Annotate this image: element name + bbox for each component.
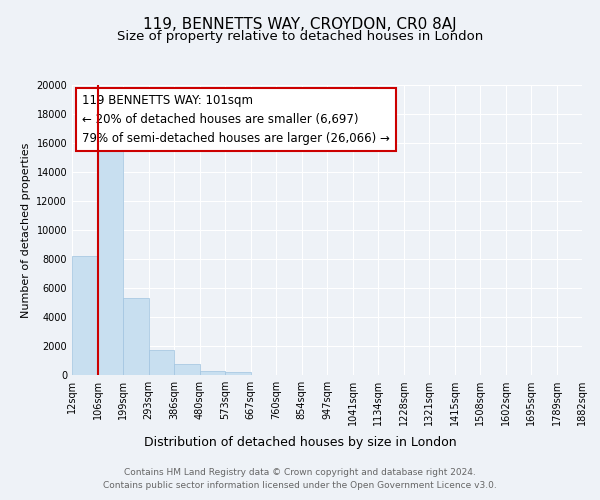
Bar bbox=[123, 298, 149, 375]
Text: Contains public sector information licensed under the Open Government Licence v3: Contains public sector information licen… bbox=[103, 480, 497, 490]
Text: Distribution of detached houses by size in London: Distribution of detached houses by size … bbox=[143, 436, 457, 449]
Text: Size of property relative to detached houses in London: Size of property relative to detached ho… bbox=[117, 30, 483, 43]
Text: 119, BENNETTS WAY, CROYDON, CR0 8AJ: 119, BENNETTS WAY, CROYDON, CR0 8AJ bbox=[143, 18, 457, 32]
Bar bbox=[72, 256, 97, 375]
Y-axis label: Number of detached properties: Number of detached properties bbox=[21, 142, 31, 318]
Bar bbox=[149, 350, 174, 375]
Text: Contains HM Land Registry data © Crown copyright and database right 2024.: Contains HM Land Registry data © Crown c… bbox=[124, 468, 476, 477]
Text: 119 BENNETTS WAY: 101sqm
← 20% of detached houses are smaller (6,697)
79% of sem: 119 BENNETTS WAY: 101sqm ← 20% of detach… bbox=[82, 94, 390, 144]
Bar bbox=[97, 134, 123, 375]
Bar bbox=[174, 364, 199, 375]
Bar bbox=[225, 372, 251, 375]
Bar bbox=[199, 372, 225, 375]
